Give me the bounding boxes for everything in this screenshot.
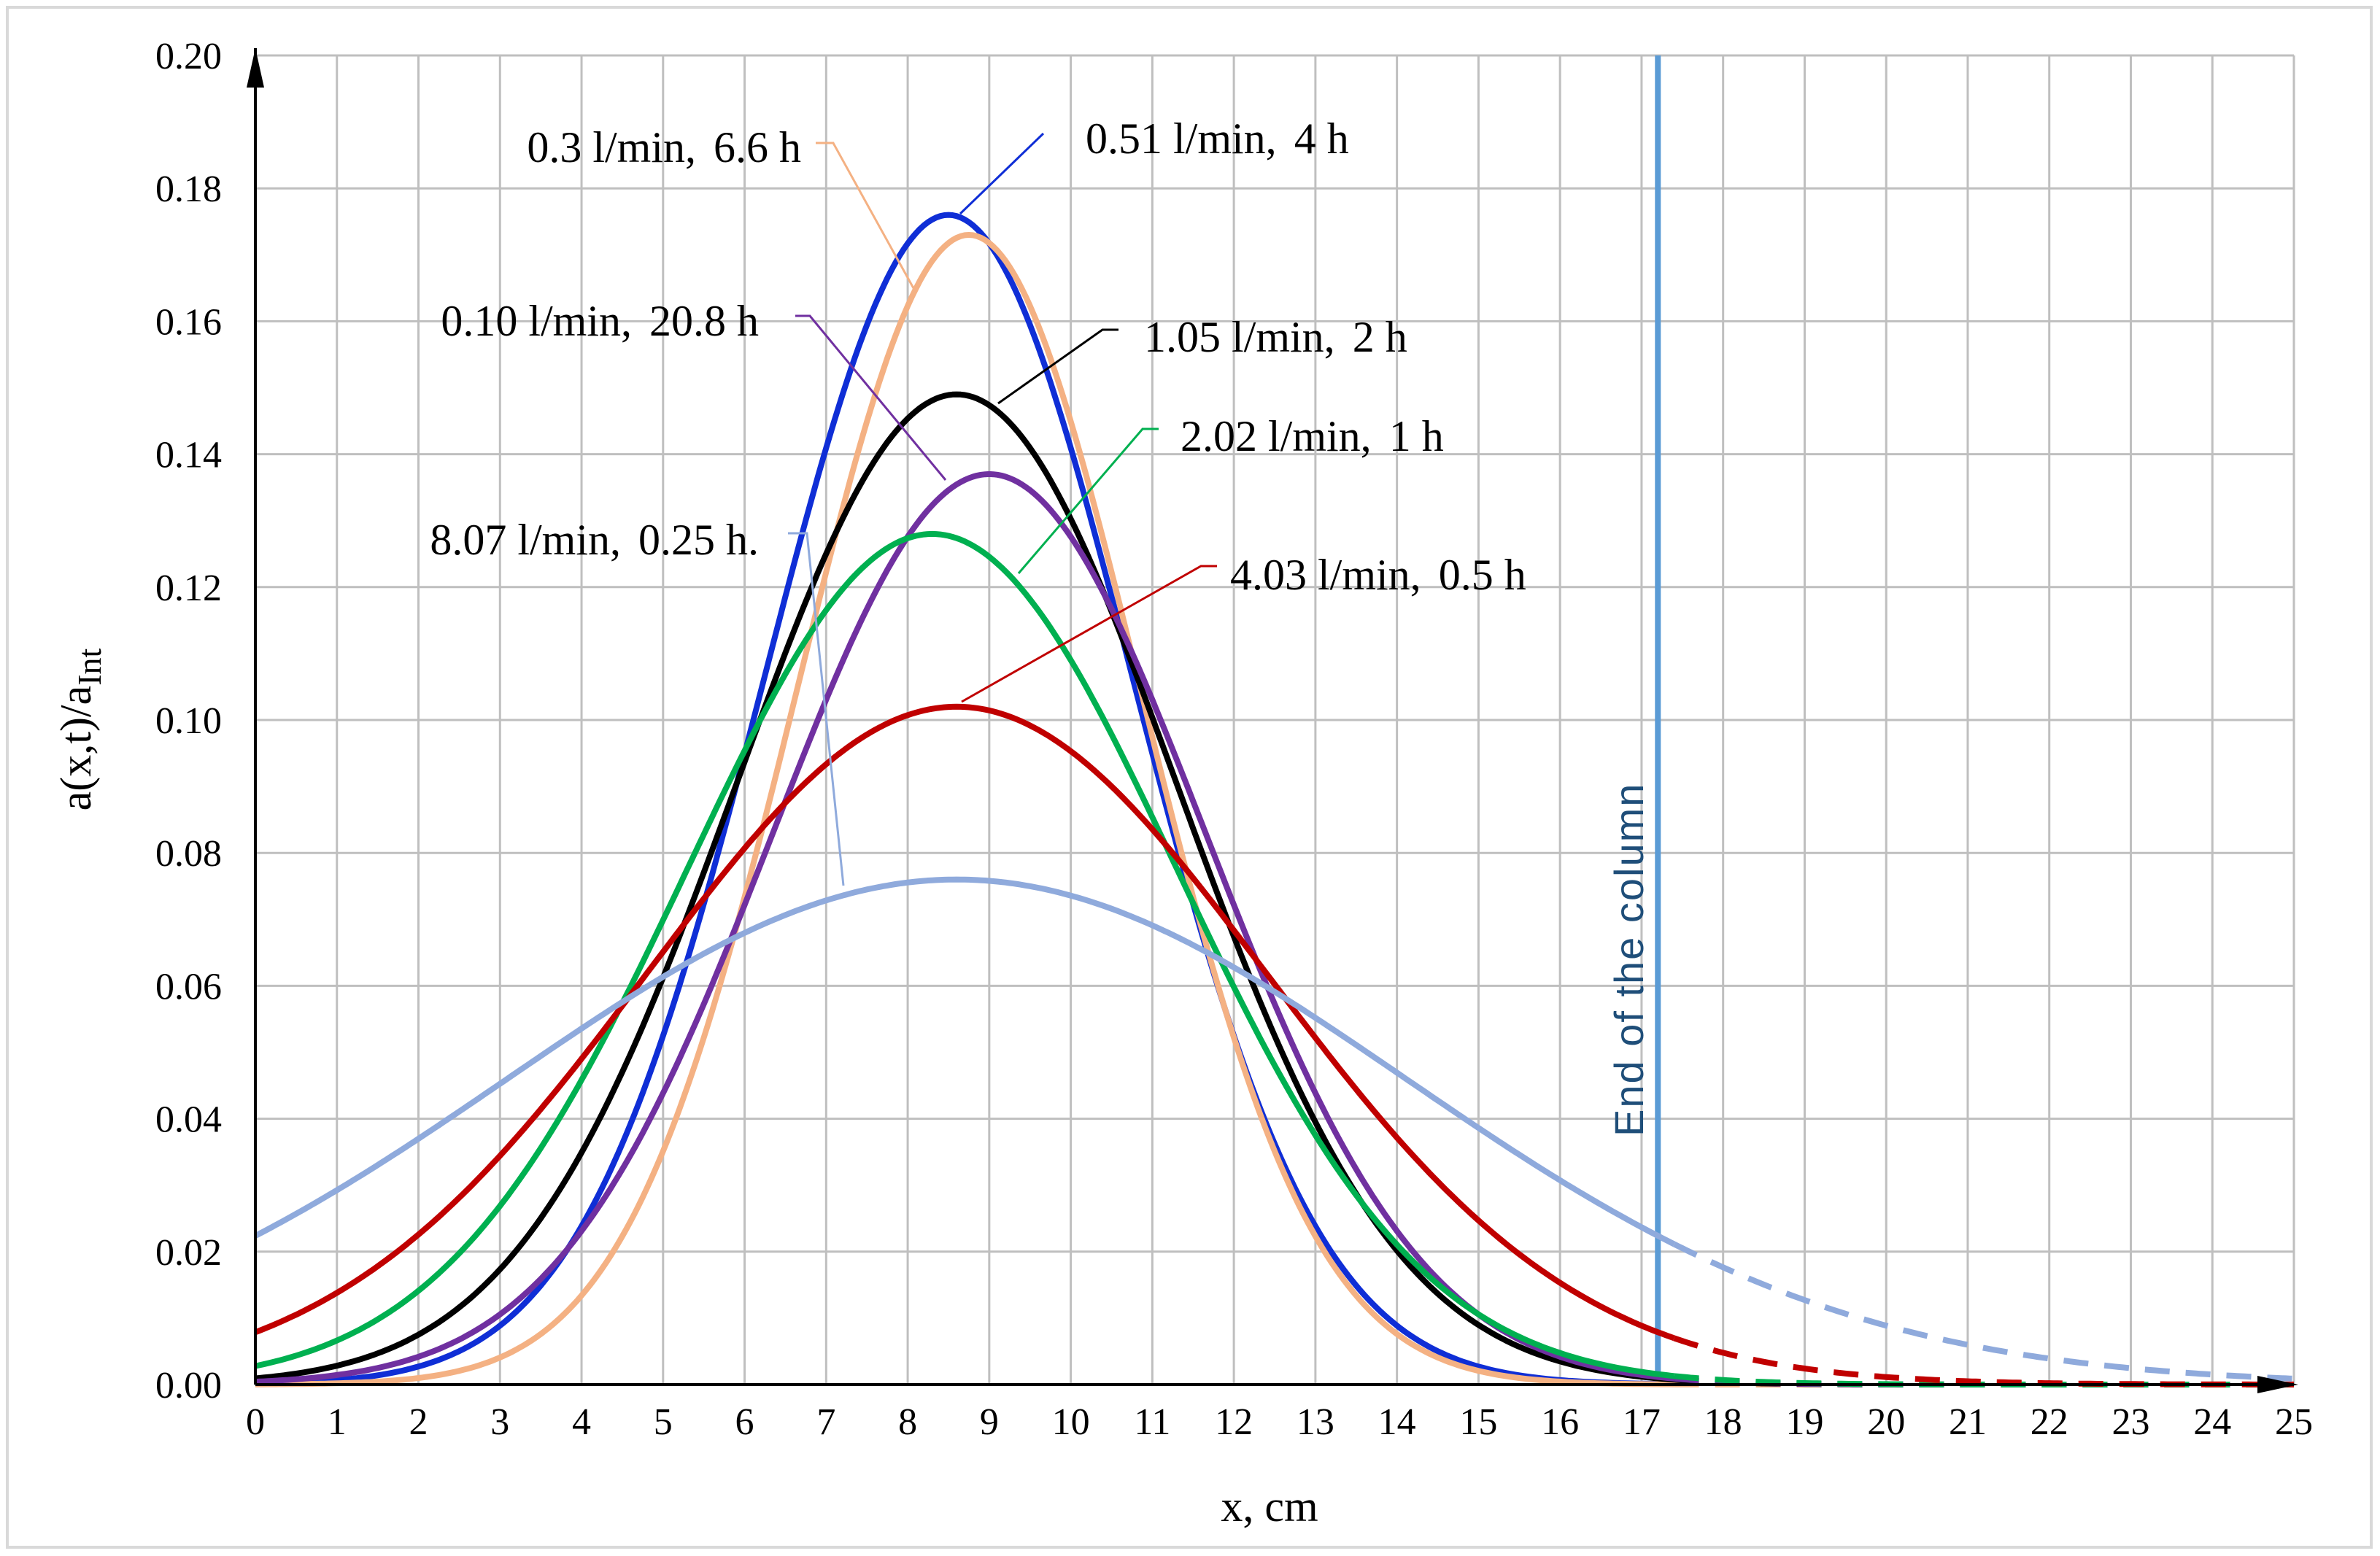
label-0.51: 0.51 l/min, 4 h bbox=[1086, 115, 1349, 163]
series-line-5 bbox=[254, 703, 1675, 1342]
leader-3 bbox=[795, 314, 947, 481]
x-tick-24: 24 bbox=[2193, 1401, 2231, 1443]
y-tick-0: 0.00 bbox=[155, 1365, 222, 1406]
y-tick-6: 0.12 bbox=[155, 568, 222, 609]
series-curves bbox=[254, 212, 2295, 1387]
x-tick-2: 2 bbox=[409, 1401, 428, 1443]
label-4.03: 4.03 l/min, 0.5 h bbox=[1230, 551, 1526, 599]
x-tick-8: 8 bbox=[898, 1401, 917, 1443]
series-extrapolation-6 bbox=[1672, 1241, 2295, 1382]
y-tick-3: 0.06 bbox=[155, 966, 222, 1007]
x-tick-11: 11 bbox=[1134, 1401, 1170, 1443]
y-tick-8: 0.16 bbox=[155, 301, 222, 343]
series-line-0 bbox=[255, 212, 1674, 1387]
x-tick-10: 10 bbox=[1052, 1401, 1090, 1443]
leader-2 bbox=[997, 328, 1118, 405]
series-line-4 bbox=[255, 530, 1675, 1379]
label-8.07: 8.07 l/min, 0.25 h. bbox=[430, 516, 759, 564]
x-tick-9: 9 bbox=[980, 1401, 999, 1443]
x-tick-0: 0 bbox=[246, 1401, 265, 1443]
axes bbox=[247, 48, 2298, 1393]
label-1.05: 1.05 l/min, 2 h bbox=[1144, 313, 1407, 361]
y-tick-10: 0.20 bbox=[155, 36, 222, 77]
leader-1 bbox=[816, 142, 915, 289]
y-tick-4: 0.08 bbox=[155, 833, 222, 875]
y-tick-9: 0.18 bbox=[155, 169, 222, 210]
y-tick-labels: 0.00 0.02 0.04 0.06 0.08 0.10 0.12 0.14 0.16 0.18… bbox=[155, 36, 222, 1406]
x-tick-25: 25 bbox=[2275, 1401, 2313, 1443]
series-line-2 bbox=[255, 391, 1674, 1383]
y-axis-title: a(x,t)/aInt bbox=[52, 648, 108, 810]
y-tick-2: 0.04 bbox=[155, 1099, 222, 1141]
x-tick-19: 19 bbox=[1785, 1401, 1823, 1443]
x-tick-21: 21 bbox=[1949, 1401, 1987, 1443]
x-tick-5: 5 bbox=[654, 1401, 673, 1443]
y-axis-arrow bbox=[247, 48, 264, 88]
x-tick-1: 1 bbox=[328, 1401, 347, 1443]
end-of-column-label: End of the column bbox=[1606, 783, 1652, 1137]
label-2.02: 2.02 l/min, 1 h bbox=[1181, 412, 1444, 460]
x-tick-labels: 0 1 2 3 4 5 6 7 8 9 10 11 12 13 14 15 16 17 18 19 20 21 22 23 24… bbox=[246, 1401, 2313, 1443]
label-0.3: 0.3 l/min, 6.6 h bbox=[527, 123, 801, 171]
y-tick-7: 0.14 bbox=[155, 435, 222, 476]
y-tick-5: 0.10 bbox=[155, 700, 222, 742]
leader-0 bbox=[959, 132, 1045, 215]
leader-4 bbox=[1017, 427, 1159, 574]
x-tick-22: 22 bbox=[2031, 1401, 2068, 1443]
x-tick-4: 4 bbox=[572, 1401, 591, 1443]
x-tick-15: 15 bbox=[1459, 1401, 1497, 1443]
x-tick-18: 18 bbox=[1704, 1401, 1742, 1443]
x-tick-12: 12 bbox=[1215, 1401, 1253, 1443]
x-tick-16: 16 bbox=[1541, 1401, 1579, 1443]
x-tick-3: 3 bbox=[490, 1401, 509, 1443]
x-tick-14: 14 bbox=[1378, 1401, 1416, 1443]
y-tick-1: 0.02 bbox=[155, 1232, 222, 1274]
x-axis-title: x, cm bbox=[1221, 1482, 1318, 1530]
x-tick-7: 7 bbox=[816, 1401, 835, 1443]
x-tick-23: 23 bbox=[2112, 1401, 2149, 1443]
annotation-leaders bbox=[788, 132, 1217, 886]
chart-frame bbox=[6, 6, 2373, 1549]
leader-5 bbox=[961, 565, 1217, 703]
x-tick-17: 17 bbox=[1623, 1401, 1661, 1443]
series-line-6 bbox=[254, 876, 1676, 1247]
series-line-3 bbox=[255, 471, 1674, 1385]
x-axis-arrow bbox=[2257, 1376, 2298, 1393]
leader-6 bbox=[788, 532, 845, 886]
label-0.10: 0.10 l/min, 20.8 h bbox=[441, 297, 759, 345]
series-line-1 bbox=[255, 232, 1674, 1387]
x-tick-6: 6 bbox=[735, 1401, 754, 1443]
x-tick-20: 20 bbox=[1867, 1401, 1905, 1443]
x-tick-13: 13 bbox=[1297, 1401, 1334, 1443]
